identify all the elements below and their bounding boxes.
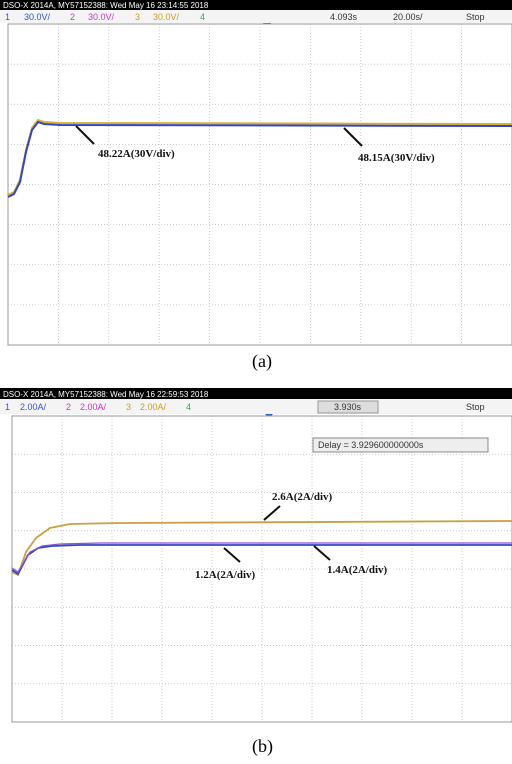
channel-scale: 2.00A/ (80, 402, 107, 412)
time: 4.093s (330, 12, 358, 22)
header: DSO-X 2014A, MY57152388: Wed May 16 23:1… (3, 1, 209, 10)
annotation: 1.2A(2A/div) (195, 569, 256, 581)
figure: DSO-X 2014A, MY57152388: Wed May 16 23:1… (0, 0, 512, 764)
channel-number: 3 (135, 12, 140, 22)
channel-scale: 30.0V/ (24, 12, 51, 22)
header: DSO-X 2014A, MY57152388: Wed May 16 22:5… (3, 390, 209, 399)
channel-number: 4 (200, 12, 205, 22)
status: Stop (466, 12, 485, 22)
annotation: 48.22A(30V/div) (98, 148, 175, 160)
delay: Delay = 3.929600000000s (318, 440, 424, 450)
caption: (b) (252, 736, 273, 757)
annotation: 48.15A(30V/div) (358, 152, 435, 164)
channel-number: 2 (66, 402, 71, 412)
timebase: 20.00s/ (393, 12, 423, 22)
annotation: 2.6A(2A/div) (272, 491, 333, 503)
status: Stop (466, 402, 485, 412)
channel-number: 1 (5, 12, 10, 22)
channel-number: 2 (70, 12, 75, 22)
channel-scale: 2.00A/ (140, 402, 167, 412)
status-bar (0, 399, 512, 414)
time: 3.930s (334, 402, 362, 412)
annotation: 1.4A(2A/div) (327, 564, 388, 576)
channel-number: 1 (5, 402, 10, 412)
status-bar (0, 10, 512, 23)
caption: (a) (252, 351, 272, 372)
channel-number: 3 (126, 402, 131, 412)
channel-scale: 30.0V/ (153, 12, 180, 22)
channel-number: 4 (186, 402, 191, 412)
channel-scale: 30.0V/ (88, 12, 115, 22)
channel-scale: 2.00A/ (20, 402, 47, 412)
